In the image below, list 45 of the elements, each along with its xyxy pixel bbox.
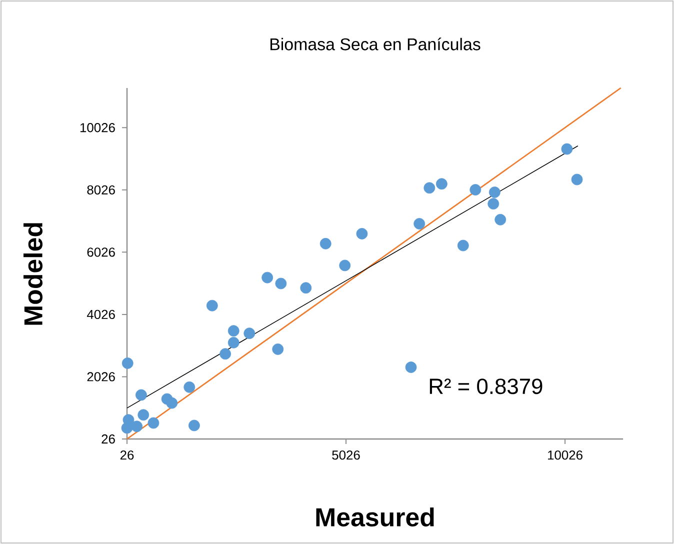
point: [148, 417, 160, 429]
point: [244, 328, 256, 340]
point: [184, 381, 196, 393]
point: [457, 240, 469, 252]
x-axis-title: Measured: [316, 507, 434, 526]
point: [272, 343, 284, 355]
point: [571, 174, 583, 186]
point: [228, 336, 240, 348]
point: [262, 272, 274, 284]
point: [488, 186, 500, 198]
y-tick-label: 8026: [87, 185, 115, 194]
point: [405, 362, 417, 373]
point: [188, 420, 200, 432]
y-tick-label: 26: [102, 434, 115, 444]
point: [122, 358, 134, 369]
point: [488, 198, 500, 210]
point: [220, 348, 231, 360]
y-axis-title: Modeled: [24, 223, 43, 325]
point: [561, 143, 573, 155]
point: [470, 184, 482, 196]
point: [121, 422, 133, 434]
point: [320, 238, 332, 250]
y-tick-label: 6026: [87, 248, 115, 257]
point: [228, 325, 240, 337]
point: [436, 178, 448, 190]
point: [414, 218, 426, 230]
point: [136, 389, 147, 401]
chart-title: Biomasa Seca en Panículas: [270, 38, 480, 50]
point: [339, 260, 351, 272]
point: [131, 420, 143, 432]
x-tick-label: 10026: [548, 450, 582, 460]
point: [206, 300, 218, 312]
x-tick-label: 5026: [332, 450, 360, 460]
point: [424, 182, 436, 194]
y-tick-label: 2026: [87, 372, 115, 382]
point: [356, 228, 368, 240]
point: [166, 397, 178, 409]
point: [494, 214, 506, 226]
point: [138, 409, 150, 421]
point: [300, 282, 312, 294]
x-tick-label: 26: [120, 450, 134, 460]
point: [275, 278, 287, 290]
y-tick-label: 4026: [86, 310, 115, 320]
y-tick-label: 10026: [80, 123, 115, 132]
annotation: R² = 0.8379: [430, 378, 542, 394]
